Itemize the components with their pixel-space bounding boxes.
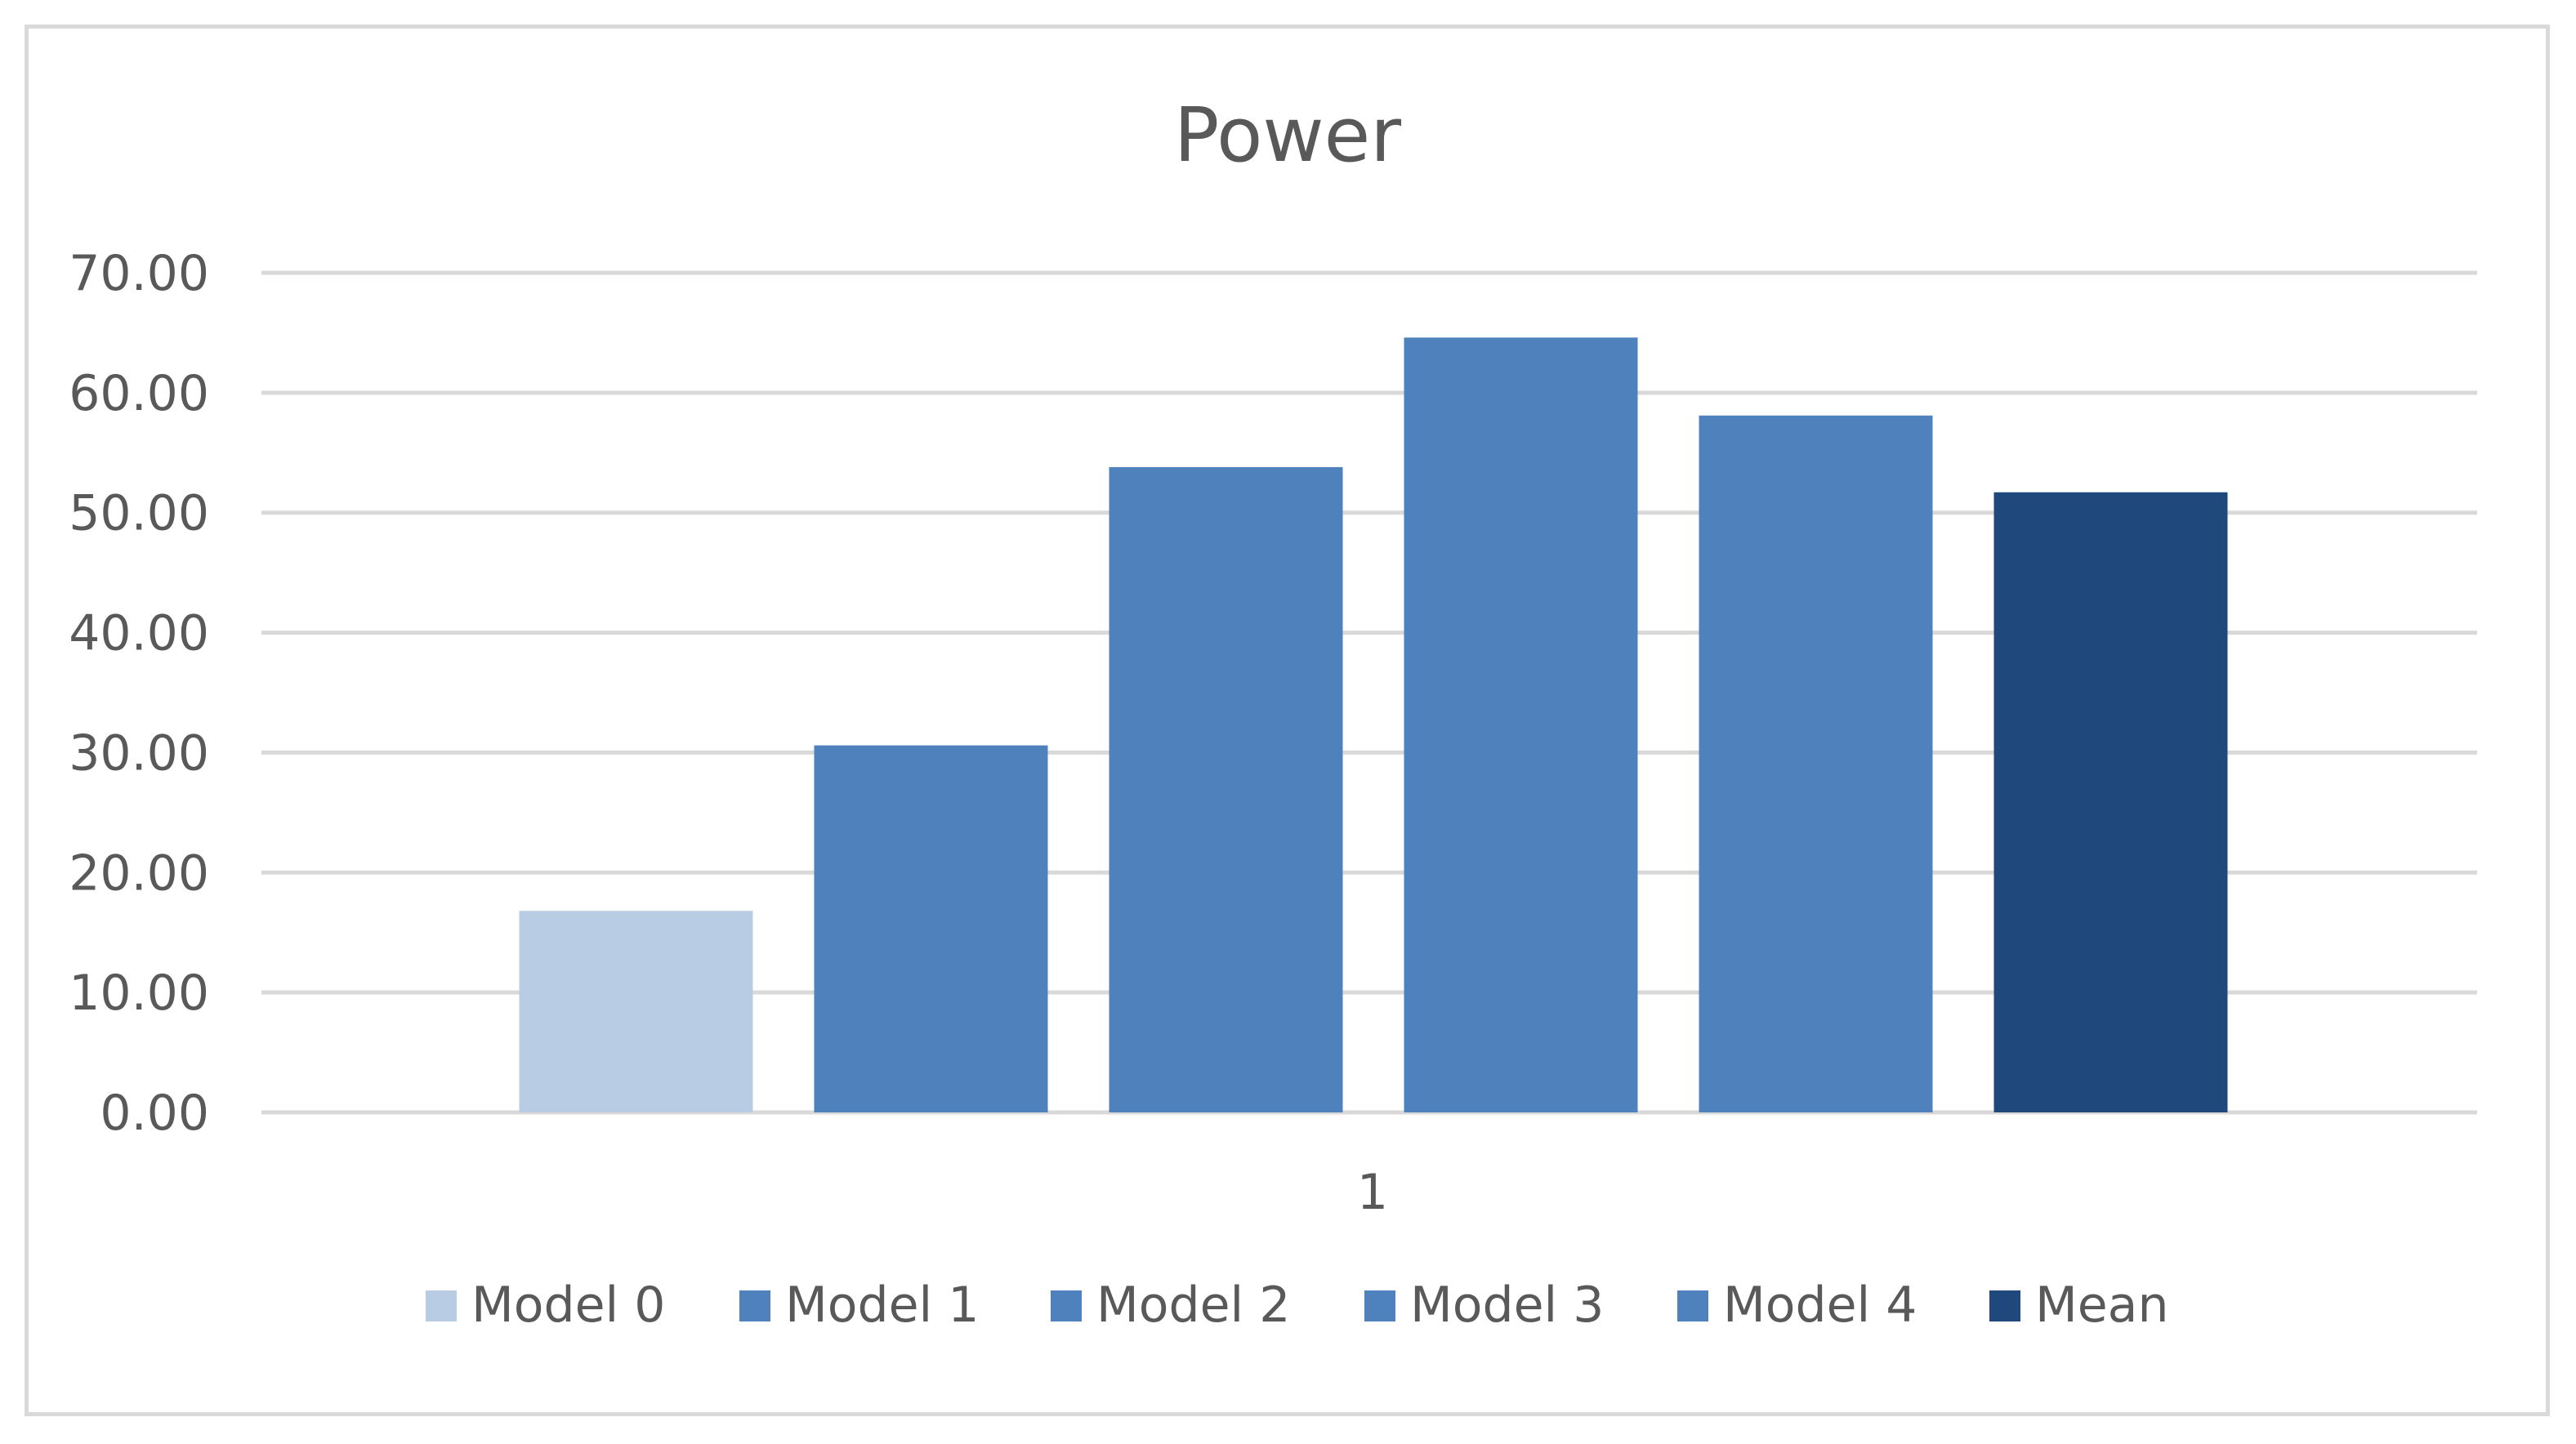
x-axis-tick-labels: 1 [1357, 1164, 1388, 1221]
y-tick-label: 70.00 [69, 245, 209, 302]
y-tick-label: 60.00 [69, 365, 209, 422]
y-tick-label: 50.00 [69, 485, 209, 542]
legend-swatch-model-3 [1364, 1290, 1395, 1321]
chart-title: Power [1174, 91, 1401, 179]
bar-mean [1993, 492, 2228, 1112]
y-tick-label: 40.00 [69, 605, 209, 662]
bar-model-1 [814, 745, 1048, 1112]
y-tick-label: 10.00 [69, 965, 209, 1022]
y-tick-label: 30.00 [69, 724, 209, 782]
legend-label-model-2: Model 2 [1096, 1277, 1290, 1334]
bars [519, 337, 2228, 1112]
legend-label-model-4: Model 4 [1723, 1277, 1917, 1334]
legend-label-model-1: Model 1 [785, 1277, 979, 1334]
legend-swatch-model-2 [1051, 1290, 1082, 1321]
y-axis-tick-labels: 0.00 10.00 20.00 30.00 40.00 50.00 60.00 70.00 [69, 245, 209, 1142]
legend-label-model-3: Model 3 [1410, 1277, 1604, 1334]
y-tick-label: 20.00 [69, 845, 209, 902]
legend-label-model-0: Model 0 [471, 1277, 665, 1334]
bar-model-4 [1699, 415, 1933, 1112]
legend-swatch-model-4 [1677, 1290, 1708, 1321]
legend: Model 0 Model 1 Model 2 Model 3 Model 4 Mean [426, 1277, 2168, 1334]
x-tick-label: 1 [1357, 1164, 1388, 1221]
legend-label-mean: Mean [2035, 1277, 2168, 1334]
bar-model-2 [1109, 466, 1343, 1112]
bar-model-0 [519, 911, 753, 1112]
legend-swatch-model-1 [739, 1290, 770, 1321]
y-tick-label: 0.00 [100, 1085, 209, 1142]
legend-swatch-model-0 [426, 1290, 457, 1321]
legend-swatch-mean [1989, 1290, 2020, 1321]
bar-model-3 [1404, 337, 1638, 1112]
